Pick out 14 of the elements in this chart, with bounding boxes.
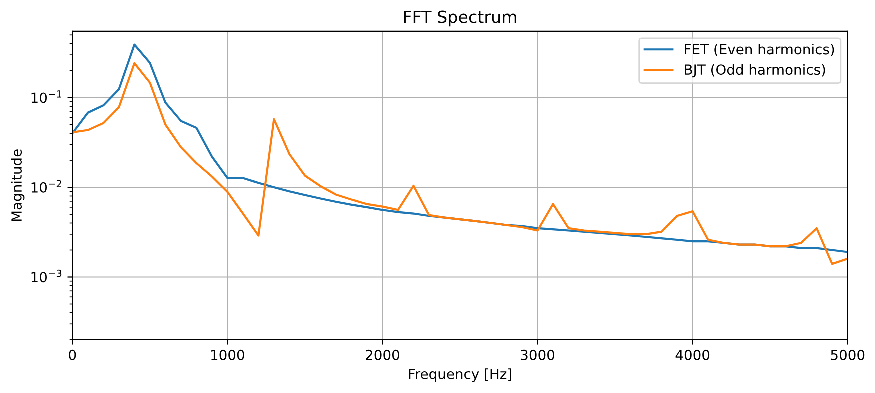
- x-tick-label: 0: [69, 350, 76, 360]
- x-tick-label: 3000: [521, 350, 555, 360]
- y-tick-label: 10$^{−3}$: [32, 270, 62, 283]
- legend-label: BJT (Odd harmonics): [685, 64, 826, 78]
- chart-title: FFT Spectrum: [404, 10, 516, 27]
- x-tick-label: 1000: [212, 350, 244, 360]
- y-axis-title: Magnitude: [11, 150, 25, 222]
- x-axis-title: Frequency [Hz]: [409, 368, 512, 382]
- y-tick-label: 10$^{−1}$: [32, 90, 62, 104]
- x-tick-label: 4000: [676, 350, 710, 360]
- legend-label: FET (Even harmonics): [685, 44, 834, 56]
- x-tick-label: 5000: [831, 350, 865, 360]
- x-tick-label: 2000: [366, 350, 400, 360]
- y-tick-label: 10$^{−2}$: [32, 180, 62, 193]
